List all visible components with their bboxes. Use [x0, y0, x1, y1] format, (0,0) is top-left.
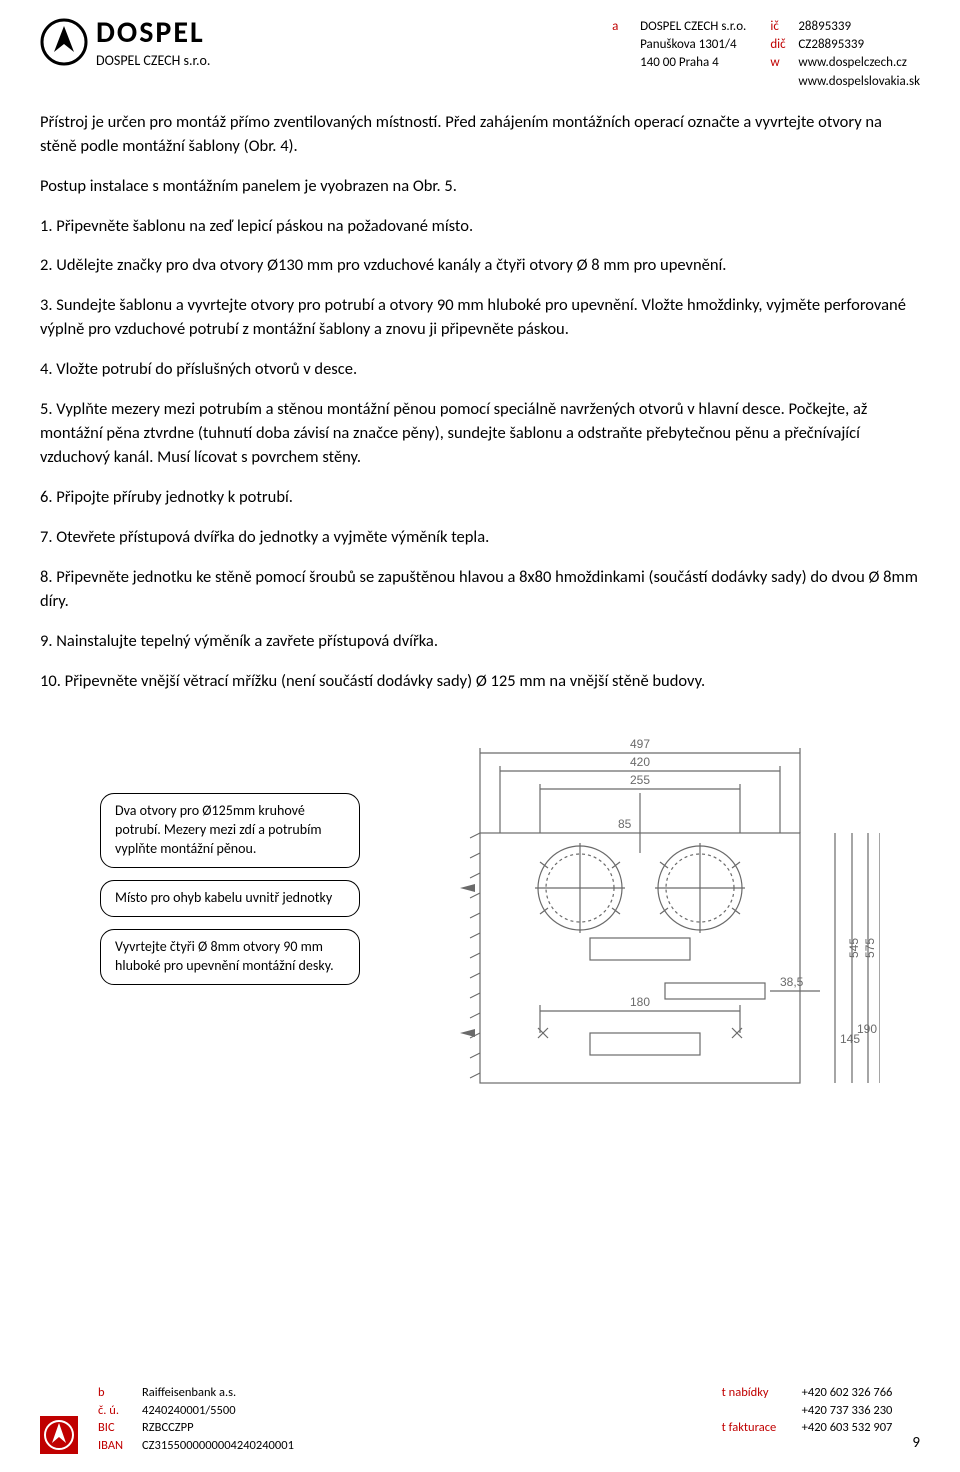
logo-block: DOSPEL DOSPEL CZECH s.r.o.	[40, 18, 210, 91]
header-info: a DOSPEL CZECH s.r.o. Panuškova 1301/4 14…	[612, 18, 920, 91]
tn-label: t nabídky	[722, 1384, 792, 1402]
b-label: b	[98, 1384, 132, 1402]
mounting-diagram: 497 420 255 85	[440, 733, 880, 1103]
bank-name: Raiffeisenbank a.s.	[142, 1384, 236, 1402]
step-8: 8. Připevněte jednotku ke stěně pomocí š…	[40, 566, 920, 614]
ic-label: ič	[770, 18, 788, 36]
tn-value: +420 602 326 766	[802, 1384, 893, 1402]
bic-label: BIC	[98, 1419, 132, 1437]
callout-2: Místo pro ohyb kabelu uvnitř jednotky	[100, 880, 360, 917]
step-2: 2. Udělejte značky pro dva otvory Ø130 m…	[40, 254, 920, 278]
step-7: 7. Otevřete přístupová dvířka do jednotk…	[40, 526, 920, 550]
dim-497: 497	[630, 737, 650, 751]
dim-180: 180	[630, 995, 650, 1009]
step-3: 3. Sundejte šablonu a vyvrtejte otvory p…	[40, 294, 920, 342]
web1: www.dospelczech.cz	[798, 54, 907, 72]
page-header: DOSPEL DOSPEL CZECH s.r.o. a DOSPEL CZECH…	[40, 0, 920, 111]
dim-190: 190	[857, 1022, 877, 1036]
addr-line2: Panuškova 1301/4	[640, 36, 737, 54]
dim-575: 575	[863, 938, 877, 958]
bic-value: RZBCCZPP	[142, 1419, 194, 1437]
step-4: 4. Vložte potrubí do příslušných otvorů …	[40, 358, 920, 382]
body-text: Přístroj je určen pro montáž přímo zvent…	[40, 111, 920, 694]
w-label: w	[770, 54, 788, 72]
ic-value: 28895339	[798, 18, 851, 36]
dic-value: CZ28895339	[798, 36, 864, 54]
tn2-value: +420 737 336 230	[802, 1402, 893, 1420]
cu-label: č. ú.	[98, 1402, 132, 1420]
tf-label: t fakturace	[722, 1419, 792, 1437]
step-1: 1. Připevněte šablonu na zeď lepicí pásk…	[40, 215, 920, 239]
addr-line3: 140 00 Praha 4	[640, 54, 719, 72]
brand-name: DOSPEL	[96, 18, 210, 48]
step-10: 10. Připevněte vnější větrací mřížku (ne…	[40, 670, 920, 694]
sub-brand: DOSPEL CZECH s.r.o.	[96, 52, 210, 69]
addr-line1: DOSPEL CZECH s.r.o.	[640, 18, 746, 36]
step-5: 5. Vyplňte mezery mezi potrubím a stěnou…	[40, 398, 920, 470]
dim-545: 545	[847, 938, 861, 958]
step-9: 9. Nainstalujte tepelný výměník a zavřet…	[40, 630, 920, 654]
dim-420: 420	[630, 755, 650, 769]
page-number: 9	[912, 1433, 920, 1454]
web2: www.dospelslovakia.sk	[798, 73, 920, 91]
intro-para: Přístroj je určen pro montáž přímo zvent…	[40, 111, 920, 159]
dim-85: 85	[618, 817, 632, 831]
footer-logo-icon	[40, 1416, 78, 1454]
callouts: Dva otvory pro Ø125mm kruhové potrubí. M…	[100, 793, 360, 984]
page-footer: b Raiffeisenbank a.s. č. ú. 4240240001/550…	[40, 1384, 920, 1454]
cu-value: 4240240001/5500	[142, 1402, 236, 1420]
post-intro-para: Postup instalace s montážním panelem je …	[40, 175, 920, 199]
iban-label: IBAN	[98, 1437, 132, 1455]
dic-label: dič	[770, 36, 788, 54]
step-6: 6. Připojte příruby jednotky k potrubí.	[40, 486, 920, 510]
tf-value: +420 603 532 907	[802, 1419, 893, 1437]
addr-label: a	[612, 18, 630, 36]
callout-1: Dva otvory pro Ø125mm kruhové potrubí. M…	[100, 793, 360, 868]
dim-255: 255	[630, 773, 650, 787]
iban-value: CZ3155000000004240240001	[142, 1437, 294, 1455]
figure-area: Dva otvory pro Ø125mm kruhové potrubí. M…	[40, 733, 920, 1113]
dospel-logo-icon	[40, 18, 88, 66]
dim-385: 38,5	[780, 975, 804, 989]
callout-3: Vyvrtejte čtyři Ø 8mm otvory 90 mm hlubo…	[100, 929, 360, 985]
